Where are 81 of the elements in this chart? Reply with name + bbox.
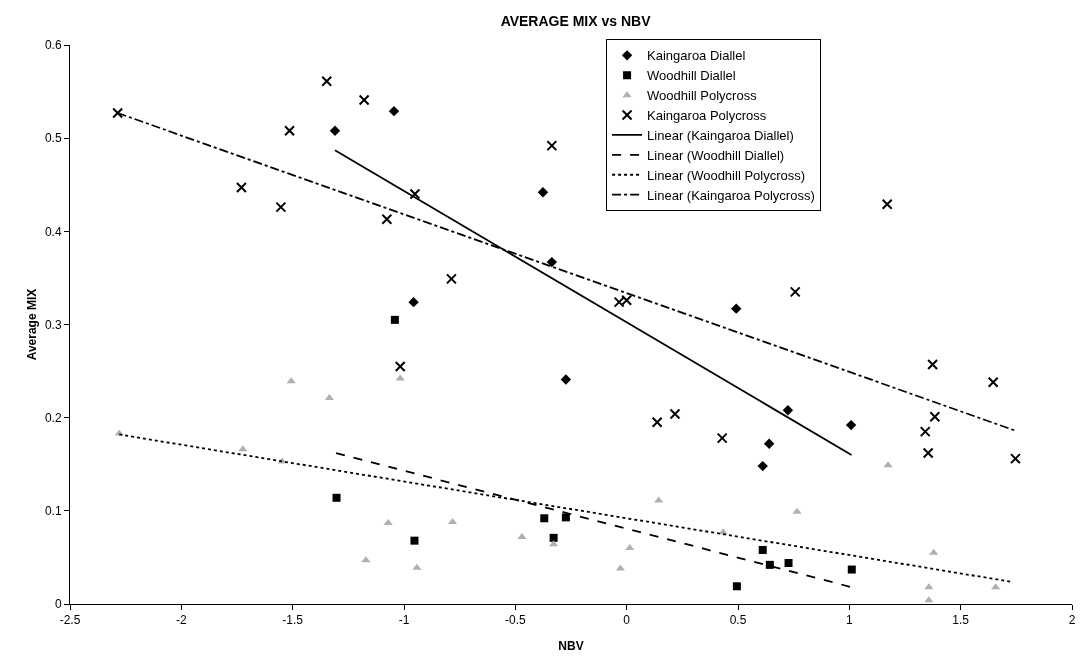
x-tick-label: 0.5 [729, 613, 747, 628]
point [412, 563, 422, 570]
x-tick-label: -1 [398, 613, 410, 628]
point [782, 405, 794, 416]
point [922, 447, 934, 459]
point [731, 303, 742, 314]
point [284, 125, 296, 137]
x-tick-label: -0.5 [504, 613, 526, 628]
point [358, 94, 370, 106]
point [445, 273, 457, 285]
x-axis-title: NBV [558, 639, 584, 653]
point [408, 296, 419, 308]
point [651, 416, 663, 428]
chart-title: AVERAGE MIX vs NBV [500, 13, 652, 30]
point [792, 507, 802, 514]
legend-label: Kaingaroa Polycross [647, 108, 767, 124]
point [388, 105, 400, 117]
point [654, 496, 664, 503]
y-axis-title: Average MIX [25, 288, 39, 361]
y-tick-label: 0.6 [44, 38, 62, 53]
y-tick-label: 0.1 [44, 504, 62, 519]
point [847, 565, 856, 574]
x-tick-label: -2 [175, 613, 187, 628]
point [546, 256, 558, 268]
point [789, 286, 801, 298]
point [765, 560, 774, 569]
point [383, 518, 393, 525]
y-tick-label: 0.2 [44, 410, 62, 425]
point [112, 107, 124, 119]
point [235, 182, 247, 194]
point [758, 545, 767, 554]
legend-label: Woodhill Polycross [647, 88, 758, 104]
point [732, 582, 741, 591]
legend-label: Woodhill Diallel [647, 68, 736, 84]
point [919, 426, 931, 438]
point [881, 198, 893, 210]
legend-label: Kaingaroa Diallel [647, 48, 746, 64]
point [625, 544, 635, 551]
point [395, 374, 405, 381]
point [329, 125, 341, 136]
point [845, 419, 857, 431]
point [537, 187, 549, 198]
legend-label: Linear (Kaingaroa Polycross) [647, 187, 815, 203]
point [987, 376, 999, 388]
point [929, 548, 939, 555]
point [332, 493, 341, 502]
point [410, 536, 419, 545]
point [927, 359, 939, 371]
point [763, 438, 775, 449]
point [390, 315, 399, 324]
point [560, 374, 572, 385]
point [716, 432, 728, 444]
point [561, 513, 570, 522]
point [394, 360, 406, 372]
point [757, 460, 768, 472]
y-tick-label: 0 [54, 597, 62, 612]
point [321, 75, 333, 87]
y-tick-label: 0.4 [44, 224, 62, 239]
x-tick-label: 2 [1068, 613, 1076, 628]
legend-label: Linear (Kaingaroa Diallel) [647, 128, 794, 144]
point [540, 514, 549, 523]
point [409, 188, 421, 200]
point [991, 583, 1001, 590]
legend-label: Linear (Woodhill Polycross) [647, 167, 806, 183]
x-tick-label: 1 [845, 613, 853, 628]
point [784, 559, 793, 568]
y-tick-label: 0.5 [44, 131, 62, 146]
point [517, 532, 527, 539]
point [546, 140, 558, 152]
x-tick-label: -1.5 [282, 613, 304, 628]
point [549, 533, 558, 542]
x-tick-label: -2.5 [59, 613, 81, 628]
legend-label: Linear (Woodhill Diallel) [647, 147, 785, 163]
point [1009, 453, 1021, 465]
point [929, 411, 941, 423]
point [275, 201, 287, 213]
x-tick-label: 1.5 [952, 613, 970, 628]
y-tick-label: 0.3 [44, 317, 62, 332]
point [381, 213, 393, 225]
x-tick-label: 0 [623, 613, 631, 628]
point [669, 408, 681, 420]
